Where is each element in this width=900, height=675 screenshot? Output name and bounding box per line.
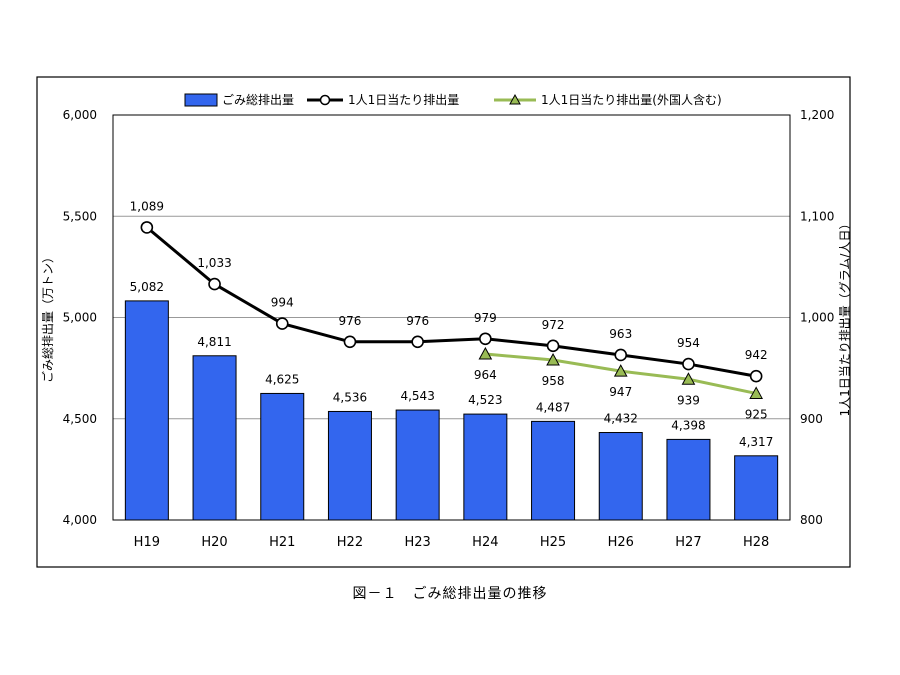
x-tick-label: H24 bbox=[472, 535, 498, 550]
legend-marker-circle bbox=[319, 94, 331, 106]
bar-value-label: 4,536 bbox=[333, 390, 367, 404]
x-tick-label: H21 bbox=[269, 535, 295, 550]
y-tick-label-right: 1,100 bbox=[800, 209, 834, 223]
line-marker-triangle bbox=[681, 372, 696, 385]
bar bbox=[531, 420, 576, 521]
line-value-label: 1,089 bbox=[130, 199, 164, 213]
y-tick-label-left: 5,500 bbox=[63, 209, 97, 223]
line-value-label: 947 bbox=[609, 385, 632, 399]
line-value-label: 925 bbox=[745, 407, 768, 421]
bar-value-label: 4,317 bbox=[739, 435, 773, 449]
line-marker-circle bbox=[343, 335, 357, 349]
line-marker-triangle bbox=[546, 352, 560, 366]
legend-label-bar: ごみ総排出量 bbox=[222, 92, 294, 107]
line-marker-triangle bbox=[478, 346, 493, 360]
y-tick-label-right: 900 bbox=[800, 412, 823, 426]
line-marker-circle bbox=[749, 369, 763, 383]
bar-value-label: 5,082 bbox=[130, 280, 164, 294]
y-tick-label-right: 1,000 bbox=[800, 311, 834, 325]
y-tick-label-right: 800 bbox=[800, 513, 823, 527]
bar bbox=[327, 410, 372, 521]
bar-value-label: 4,487 bbox=[536, 400, 570, 414]
line-marker-triangle bbox=[749, 386, 763, 399]
y-tick-label-right: 1,200 bbox=[800, 108, 834, 122]
x-tick-label: H28 bbox=[743, 535, 769, 550]
line-value-label: 994 bbox=[271, 296, 294, 310]
line-value-label: 942 bbox=[745, 348, 768, 362]
bar bbox=[395, 409, 440, 521]
bar bbox=[192, 355, 237, 521]
legend: ごみ総排出量 1人1日当たり排出量 1人1日当たり排出量(外国人含む) bbox=[184, 92, 722, 107]
bar bbox=[598, 432, 643, 521]
y-tick-label-left: 6,000 bbox=[63, 108, 97, 122]
bar-series bbox=[124, 300, 779, 521]
legend-marker-triangle bbox=[509, 93, 521, 105]
figure-caption: 図－１ ごみ総排出量の推移 bbox=[352, 586, 548, 602]
y-tick-label-left: 4,000 bbox=[63, 513, 97, 527]
bar-value-label: 4,523 bbox=[468, 393, 502, 407]
bar bbox=[666, 438, 711, 521]
bar-value-label: 4,398 bbox=[671, 418, 705, 432]
x-tick-label: H27 bbox=[675, 535, 701, 550]
bar-value-label: 4,543 bbox=[400, 389, 434, 403]
bar bbox=[260, 392, 305, 521]
x-tick-label: H25 bbox=[540, 535, 566, 550]
x-tick-label: H26 bbox=[608, 535, 634, 550]
line-marker-circle bbox=[411, 335, 424, 349]
line-marker-circle bbox=[208, 277, 221, 291]
legend-label-line-incl-foreign: 1人1日当たり排出量(外国人含む) bbox=[541, 92, 722, 107]
line-value-label: 979 bbox=[474, 311, 497, 325]
line-value-label: 976 bbox=[338, 314, 361, 328]
line-series bbox=[140, 221, 763, 399]
bar bbox=[124, 300, 169, 521]
bar bbox=[734, 455, 779, 521]
line-value-label: 972 bbox=[542, 318, 565, 332]
line-value-label: 963 bbox=[609, 327, 632, 341]
bar-value-label: 4,811 bbox=[197, 335, 231, 349]
y-tick-label-left: 5,000 bbox=[63, 311, 97, 325]
line-value-label: 964 bbox=[474, 368, 497, 382]
line-marker-triangle bbox=[613, 364, 628, 377]
data-labels: 5,082 4,811 4,625 4,536 4,543 4,523 4,487 4,432… bbox=[130, 199, 774, 448]
bar bbox=[463, 413, 508, 521]
line-value-label: 958 bbox=[542, 374, 565, 388]
axes bbox=[112, 114, 791, 521]
x-tick-label: H20 bbox=[201, 535, 227, 550]
y-tick-label-left: 4,500 bbox=[63, 412, 97, 426]
x-tick-label: H19 bbox=[134, 535, 160, 550]
y-axis-label-right: 1人1日当たり排出量（グラム/人日） bbox=[838, 218, 852, 417]
y-axis-label-left: ごみ総排出量（万トン） bbox=[40, 251, 55, 383]
legend-label-line-per-capita: 1人1日当たり排出量 bbox=[348, 93, 459, 107]
x-tick-label: H22 bbox=[337, 535, 363, 550]
series-line-per-capita bbox=[145, 226, 757, 378]
legend-swatch-bar bbox=[184, 93, 218, 107]
line-marker-circle bbox=[546, 339, 560, 353]
plot-area bbox=[112, 114, 791, 521]
x-tick-label: H23 bbox=[404, 535, 430, 550]
bar-value-label: 4,625 bbox=[265, 372, 299, 386]
line-value-label: 939 bbox=[677, 393, 700, 407]
line-marker-circle bbox=[479, 332, 492, 346]
line-value-label: 1,033 bbox=[197, 256, 231, 270]
bar-value-label: 4,432 bbox=[604, 412, 638, 426]
line-marker-circle bbox=[682, 357, 695, 371]
line-marker-circle bbox=[275, 317, 289, 330]
line-value-label: 954 bbox=[677, 336, 700, 350]
line-value-label: 976 bbox=[406, 314, 429, 328]
tick-labels: 4,000 800 4,500 900 5,000 1,000 5,500 1,100 6,00… bbox=[63, 108, 835, 550]
line-marker-circle bbox=[614, 348, 628, 362]
chart-frame bbox=[36, 76, 851, 568]
line-marker-circle bbox=[140, 221, 154, 234]
